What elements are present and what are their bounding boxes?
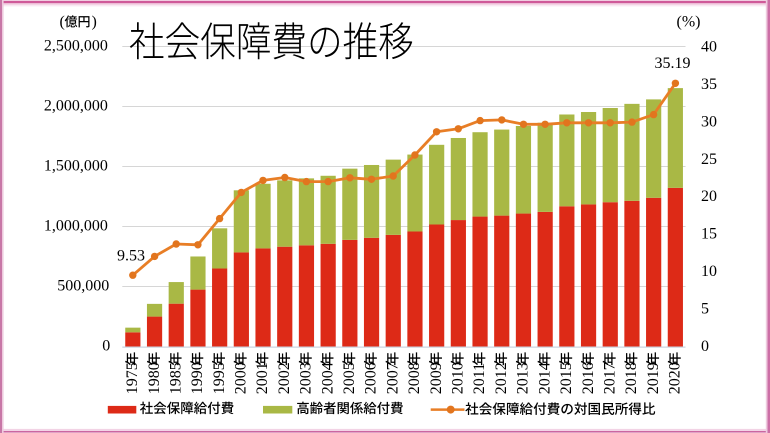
svg-text:2015: 2015 bbox=[558, 362, 575, 394]
svg-text:500,000: 500,000 bbox=[57, 277, 109, 294]
svg-text:(%): (%) bbox=[677, 13, 701, 30]
svg-text:9.53: 9.53 bbox=[117, 248, 145, 265]
svg-text:15: 15 bbox=[701, 226, 717, 243]
svg-text:0: 0 bbox=[701, 338, 709, 355]
svg-text:30: 30 bbox=[701, 113, 717, 130]
svg-text:35: 35 bbox=[701, 76, 717, 93]
svg-text:2000: 2000 bbox=[233, 362, 250, 394]
svg-text:2010: 2010 bbox=[450, 362, 467, 394]
svg-text:): ) bbox=[92, 13, 97, 30]
svg-text:5: 5 bbox=[701, 300, 709, 317]
svg-text:2014: 2014 bbox=[536, 362, 553, 394]
svg-text:1985: 1985 bbox=[167, 362, 184, 394]
svg-text:2,500,000: 2,500,000 bbox=[44, 37, 108, 54]
svg-text:2006: 2006 bbox=[363, 362, 380, 394]
svg-text:1,000,000: 1,000,000 bbox=[44, 217, 108, 234]
svg-text:25: 25 bbox=[701, 151, 717, 168]
svg-text:1980: 1980 bbox=[146, 362, 163, 394]
svg-text:2003: 2003 bbox=[298, 362, 315, 394]
svg-text:2013: 2013 bbox=[515, 362, 532, 394]
svg-text:35.19: 35.19 bbox=[655, 55, 691, 72]
svg-text:2011: 2011 bbox=[471, 363, 488, 394]
svg-text:2019: 2019 bbox=[645, 362, 662, 394]
svg-text:0: 0 bbox=[102, 337, 110, 354]
svg-text:2020: 2020 bbox=[667, 362, 684, 394]
svg-text:2008: 2008 bbox=[406, 362, 423, 394]
svg-text:1975: 1975 bbox=[124, 362, 141, 394]
svg-text:10: 10 bbox=[701, 263, 717, 280]
svg-text:2005: 2005 bbox=[341, 362, 358, 394]
svg-text:2009: 2009 bbox=[428, 362, 445, 394]
svg-text:2017: 2017 bbox=[602, 362, 619, 394]
svg-text:2001: 2001 bbox=[254, 362, 271, 394]
svg-text:2,000,000: 2,000,000 bbox=[44, 97, 108, 114]
svg-text:(: ( bbox=[60, 13, 65, 30]
svg-text:20: 20 bbox=[701, 188, 717, 205]
svg-text:2016: 2016 bbox=[580, 362, 597, 394]
svg-text:1990: 1990 bbox=[189, 362, 206, 394]
svg-text:2012: 2012 bbox=[493, 362, 510, 394]
svg-text:2002: 2002 bbox=[276, 362, 293, 394]
svg-text:1995: 1995 bbox=[211, 362, 228, 394]
svg-text:2018: 2018 bbox=[623, 362, 640, 394]
svg-text:2004: 2004 bbox=[319, 362, 336, 394]
svg-text:2007: 2007 bbox=[384, 362, 401, 394]
svg-text:40: 40 bbox=[701, 39, 717, 56]
svg-text:1,500,000: 1,500,000 bbox=[44, 157, 108, 174]
